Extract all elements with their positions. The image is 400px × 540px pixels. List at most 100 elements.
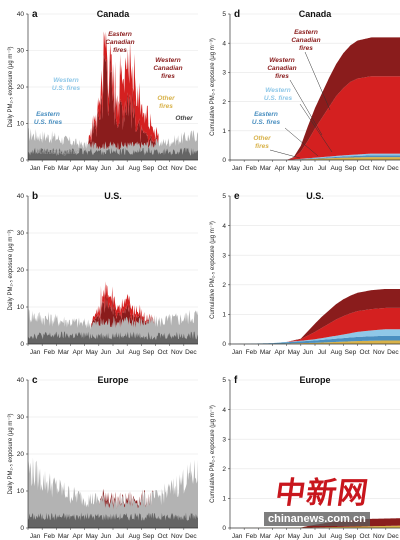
y-axis-label: Cumulative PM₂.₅ exposure (μg m⁻³) (210, 405, 216, 503)
annotation-western-u-s-fires: U.S. fires (52, 85, 81, 92)
x-tick-label: Dec (185, 165, 197, 172)
series-eastern-canadian-fires (230, 37, 400, 160)
panel-title: Canada (97, 9, 131, 19)
panel-letter: b (32, 191, 38, 202)
annotation-western-u-s-fires: U.S. fires (264, 95, 293, 102)
annotation-leader (269, 149, 301, 159)
x-tick-label: Aug (128, 165, 140, 172)
x-tick-label: Aug (330, 533, 342, 540)
series-anthropogenic (28, 457, 198, 528)
panel-letter: c (32, 375, 38, 386)
x-tick-label: Nov (171, 349, 183, 356)
y-axis-label: Daily PM₂.₅ exposure (μg m⁻³) (8, 46, 14, 127)
x-tick-label: Jan (232, 533, 243, 540)
x-tick-label: Aug (330, 349, 342, 356)
x-tick-label: Feb (246, 349, 258, 356)
annotation-eastern-canadian-fires: Eastern (108, 31, 132, 38)
series-other (28, 512, 198, 528)
x-tick-label: Dec (185, 533, 197, 540)
annotation-western-canadian-fires: fires (275, 73, 289, 80)
series-western-u-s-fires (230, 153, 400, 160)
annotation-leader (289, 79, 323, 136)
x-tick-label: Apr (73, 349, 84, 356)
x-tick-label: Jan (232, 165, 243, 172)
panel-title: U.S. (306, 191, 324, 201)
x-tick-label: Jan (232, 349, 243, 356)
series-western-u-s-fires (230, 329, 400, 344)
x-tick-label: May (86, 533, 99, 540)
annotation-eastern-u-s-fires: Eastern (36, 111, 60, 118)
panel-c: 0 10 20 30 40 Jan Feb Mar Apr May Jun Jul Aug Sep Oct N… (8, 375, 198, 540)
x-tick-label: Jun (303, 533, 314, 540)
annotation-eastern-u-s-fires: Eastern (254, 111, 278, 118)
annotation-eastern-canadian-fires: fires (113, 47, 127, 54)
series-eastern-u-s-fires (230, 335, 400, 344)
x-tick-label: Jul (116, 165, 125, 172)
y-tick-label: 20 (17, 84, 25, 91)
y-tick-label: 0 (222, 341, 226, 348)
y-tick-label: 2 (222, 466, 226, 473)
x-tick-label: Sep (345, 533, 357, 540)
x-tick-label: Dec (387, 533, 399, 540)
x-tick-label: Mar (58, 533, 70, 540)
x-tick-label: Jul (116, 349, 125, 356)
y-tick-label: 20 (17, 267, 25, 274)
annotation-western-u-s-fires: Western (53, 77, 79, 84)
y-tick-label: 1 (222, 312, 226, 319)
annotation-western-canadian-fires: Canadian (153, 65, 182, 72)
x-tick-label: Oct (158, 533, 168, 540)
series-eastern-canadian-fires (28, 52, 198, 150)
annotation-anthropogenic: Anthropogenic (36, 149, 80, 156)
x-tick-label: May (288, 349, 301, 356)
x-tick-label: Nov (373, 349, 385, 356)
panel-title: Canada (299, 9, 333, 19)
x-tick-label: Oct (360, 349, 370, 356)
panel-d: 0 1 2 3 4 5 Jan Feb Mar Apr May Jun Jul Aug Sep Oct Nov D… (210, 9, 400, 172)
x-tick-label: Dec (185, 349, 197, 356)
x-tick-label: Apr (73, 165, 84, 172)
x-tick-label: Nov (373, 165, 385, 172)
annotation-western-u-s-fires: Western (265, 87, 291, 94)
y-tick-label: 0 (20, 157, 24, 164)
y-tick-label: 2 (222, 282, 226, 289)
y-tick-label: 30 (17, 230, 25, 237)
annotation-other-fires: fires (159, 103, 173, 110)
x-tick-label: Jun (303, 165, 314, 172)
x-tick-label: Dec (387, 165, 399, 172)
x-tick-label: Aug (128, 349, 140, 356)
x-tick-label: Sep (143, 533, 155, 540)
x-tick-label: Jun (101, 165, 112, 172)
annotation-eastern-u-s-fires: U.S. fires (34, 119, 63, 126)
x-tick-label: Sep (345, 349, 357, 356)
annotation-leader (304, 51, 331, 111)
y-tick-label: 20 (17, 451, 25, 458)
y-tick-label: 10 (17, 121, 25, 128)
panel-letter: e (234, 191, 240, 202)
y-tick-label: 2 (222, 99, 226, 106)
annotation-eastern-canadian-fires: Eastern (294, 29, 318, 36)
series-eastern-canadian-fires (230, 288, 400, 344)
x-tick-label: Oct (158, 349, 168, 356)
y-tick-label: 5 (222, 193, 226, 200)
series-western-canadian-fires (230, 307, 400, 344)
x-tick-label: Oct (158, 165, 168, 172)
panel-title: Europe (97, 375, 128, 385)
y-axis-label: Daily PM₂.₅ exposure (μg m⁻³) (8, 229, 14, 310)
x-tick-label: Apr (275, 349, 286, 356)
y-axis-label: Daily PM₂.₅ exposure (μg m⁻³) (8, 413, 14, 494)
panel-letter: d (234, 9, 240, 20)
panel-letter: a (32, 9, 38, 20)
y-tick-label: 0 (20, 341, 24, 348)
y-tick-label: 3 (222, 252, 226, 259)
x-tick-label: Jun (303, 349, 314, 356)
y-tick-label: 4 (222, 223, 226, 230)
annotation-leader (284, 127, 319, 157)
y-tick-label: 30 (17, 414, 25, 421)
y-tick-label: 40 (17, 193, 25, 200)
series-other (28, 331, 198, 344)
x-tick-label: Feb (246, 165, 258, 172)
y-tick-label: 0 (222, 157, 226, 164)
annotation-other-fires: Other (157, 95, 175, 102)
series-western-canadian-fires (230, 76, 400, 160)
